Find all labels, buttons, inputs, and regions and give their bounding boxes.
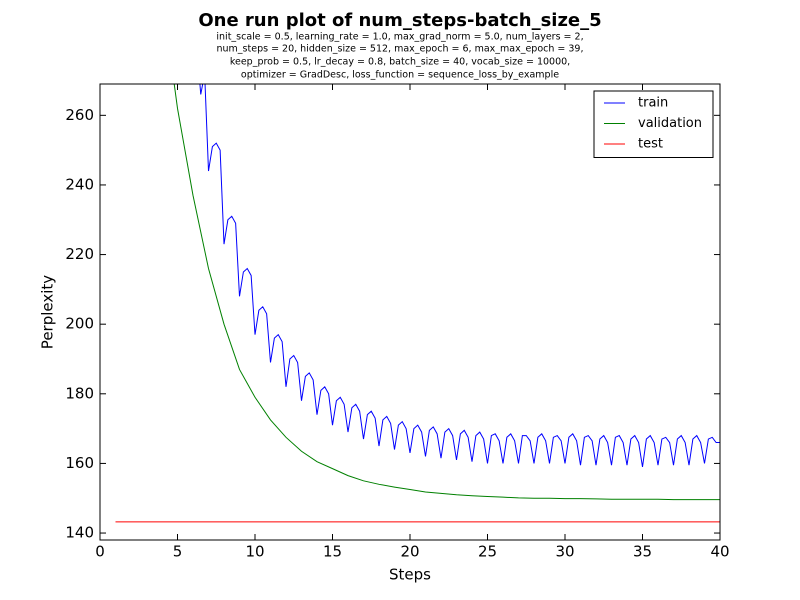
subtitle: optimizer = GradDesc, loss_function = se… <box>241 70 559 81</box>
x-axis-label: Steps <box>389 566 431 584</box>
subtitle: num_steps = 20, hidden_size = 512, max_e… <box>217 44 584 55</box>
legend-label: validation <box>638 116 702 131</box>
y-tick-label: 140 <box>65 524 94 542</box>
x-tick-label: 0 <box>95 543 105 561</box>
y-tick-label: 180 <box>65 384 94 402</box>
x-tick-label: 25 <box>478 543 497 561</box>
legend-box <box>593 90 714 158</box>
chart-title: One run plot of num_steps-batch_size_5 <box>198 10 601 31</box>
line-series <box>199 84 720 467</box>
x-tick-label: 5 <box>173 543 183 561</box>
y-tick-label: 200 <box>65 315 94 333</box>
x-tick-label: 40 <box>710 543 729 561</box>
y-axis-label: Perplexity <box>39 275 57 349</box>
x-tick-label: 15 <box>323 543 342 561</box>
y-tick-label: 240 <box>65 175 94 193</box>
legend-label: test <box>638 137 663 152</box>
y-tick-label: 220 <box>65 245 94 263</box>
y-tick-label: 160 <box>65 454 94 472</box>
x-tick-label: 10 <box>245 543 264 561</box>
subtitle: keep_prob = 0.5, lr_decay = 0.8, batch_s… <box>230 57 570 68</box>
x-tick-label: 30 <box>555 543 574 561</box>
x-tick-label: 20 <box>400 543 419 561</box>
x-tick-label: 35 <box>633 543 652 561</box>
legend-label: train <box>638 96 668 111</box>
line-series <box>173 84 720 501</box>
subtitle: init_scale = 0.5, learning_rate = 1.0, m… <box>216 32 583 43</box>
y-tick-label: 260 <box>65 106 94 124</box>
plot-area <box>115 84 720 523</box>
